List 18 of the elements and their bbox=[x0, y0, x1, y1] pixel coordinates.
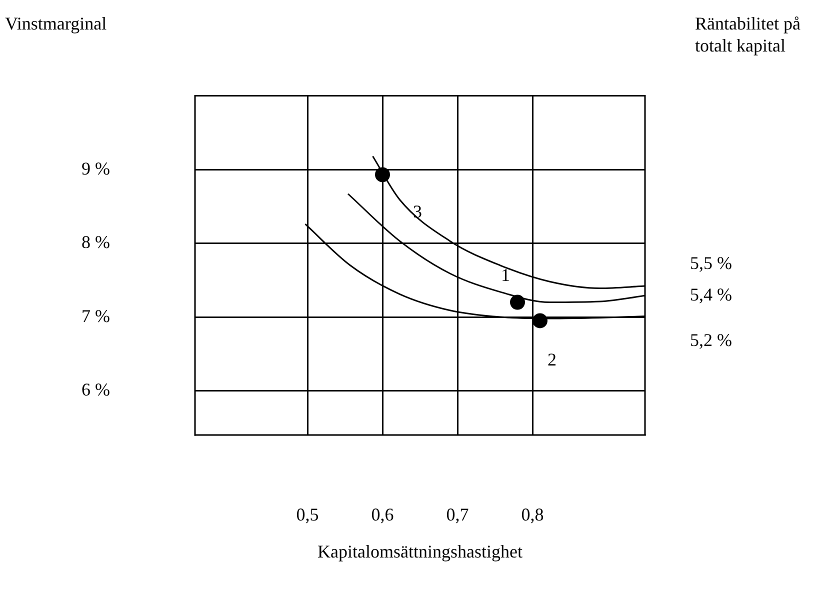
point bbox=[510, 294, 525, 310]
y-tick-label: 8 % bbox=[82, 232, 110, 252]
text: 5,5 % bbox=[690, 252, 732, 273]
text: 5,4 % bbox=[690, 284, 732, 304]
y-tick-label: 9 % bbox=[82, 158, 110, 178]
text: 5,2 % bbox=[690, 330, 732, 350]
x-tick-label: 0,5 bbox=[296, 504, 319, 525]
x-tick-label: 0,8 bbox=[521, 504, 544, 525]
x-tick-label: 0,7 bbox=[446, 504, 469, 525]
y-tick-label: 7 % bbox=[82, 306, 110, 326]
x-axis-title: Kapitalomsättningshastighet bbox=[318, 542, 522, 562]
annotation: 3 bbox=[413, 201, 422, 222]
annotation: 1 bbox=[501, 265, 510, 286]
y2-axis-title: Räntabilitet på totalt kapital bbox=[695, 14, 800, 56]
y-axis-title: Vinstmarginal bbox=[5, 14, 107, 34]
annotation: 2 bbox=[548, 349, 556, 370]
y-tick-label: 6 % bbox=[82, 379, 110, 400]
x-tick-label: 0,6 bbox=[371, 504, 394, 525]
